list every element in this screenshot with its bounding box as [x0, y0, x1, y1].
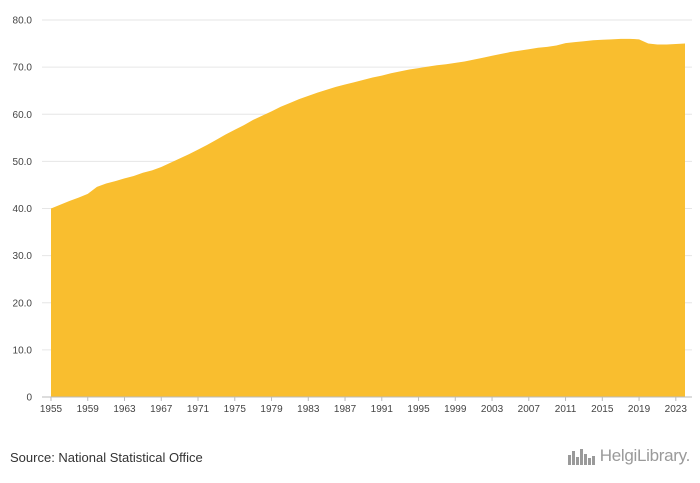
x-tick-label: 1971 — [187, 404, 210, 415]
logo-text: HelgiLibrary. — [599, 446, 691, 465]
x-tick-label: 1999 — [444, 404, 467, 415]
helgi-library-logo: HelgiLibrary. — [567, 446, 691, 466]
source-note: Source: National Statistical Office — [10, 450, 203, 465]
area-chart: 010.020.030.040.050.060.070.080.0 1955 19… — [13, 16, 692, 415]
x-tick-label: 2003 — [481, 404, 504, 415]
x-tick-label: 2019 — [628, 404, 651, 415]
y-tick-label: 10.0 — [13, 345, 33, 356]
y-tick-label: 60.0 — [13, 110, 33, 121]
y-tick-label: 50.0 — [13, 157, 33, 168]
y-tick-label: 80.0 — [13, 16, 33, 27]
y-tick-label: 70.0 — [13, 63, 33, 74]
y-tick-label: 30.0 — [13, 251, 33, 262]
x-axis-ticks: 1955 1959 1963 1967 1971 1975 1979 1983 1987 1991… — [40, 397, 687, 415]
x-tick-label: 1959 — [77, 404, 100, 415]
y-tick-label: 20.0 — [13, 298, 33, 309]
x-tick-label: 1987 — [334, 404, 357, 415]
y-tick-label: 40.0 — [13, 204, 33, 215]
y-axis-ticks: 0 10.0 20.0 30.0 40.0 50.0 60.0 70.0 80.0 — [13, 16, 33, 404]
area-series — [51, 38, 685, 397]
x-tick-label: 1991 — [371, 404, 394, 415]
city-skyline-icon — [567, 449, 595, 465]
x-tick-label: 2011 — [555, 404, 577, 415]
x-tick-label: 2015 — [591, 404, 614, 415]
x-tick-label: 1979 — [260, 404, 283, 415]
x-tick-label: 1967 — [150, 404, 173, 415]
x-tick-label: 2007 — [518, 404, 541, 415]
x-tick-label: 1995 — [407, 404, 430, 415]
y-tick-label: 0 — [26, 393, 32, 404]
x-tick-label: 1955 — [40, 404, 63, 415]
x-tick-label: 1975 — [224, 404, 247, 415]
x-tick-label: 2023 — [665, 404, 688, 415]
x-tick-label: 1963 — [113, 404, 136, 415]
x-tick-label: 1983 — [297, 404, 320, 415]
